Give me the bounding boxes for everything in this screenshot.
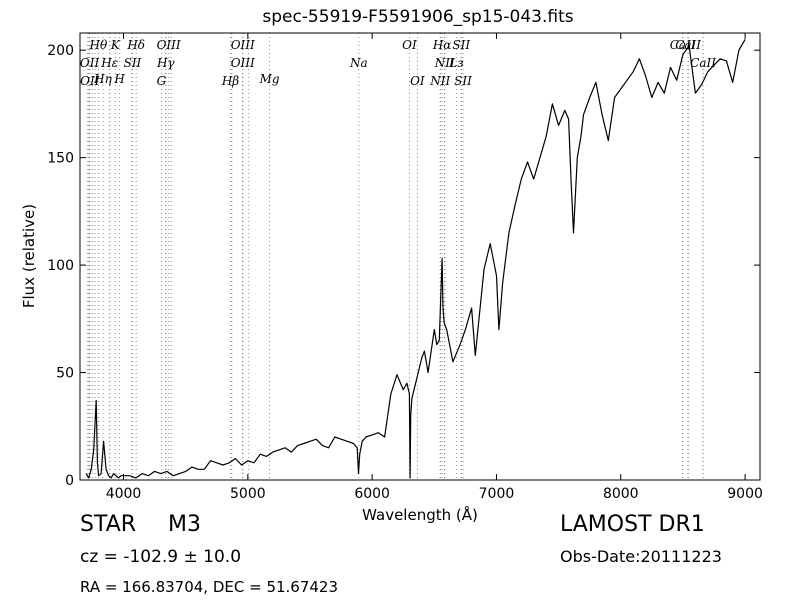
- y-tick-label: 0: [65, 473, 74, 489]
- series-layer: [85, 39, 746, 479]
- line-label: Hβ: [221, 74, 239, 88]
- line-label: OII: [80, 74, 100, 88]
- x-tick-label: 5000: [230, 486, 266, 502]
- line-label: OIII: [231, 56, 255, 70]
- line-label: Hη: [93, 72, 112, 86]
- x-tick-label: 7000: [479, 486, 515, 502]
- line-label: Mg: [259, 72, 280, 86]
- line-label: K: [110, 38, 121, 52]
- line-label: SII: [124, 56, 142, 70]
- line-label: H: [113, 72, 125, 86]
- y-axis-label: Flux (relative): [20, 204, 38, 308]
- line-label: SII: [454, 74, 472, 88]
- line-label: OI: [410, 74, 425, 88]
- line-label: Hε: [100, 56, 118, 70]
- line-label: Hα: [432, 38, 452, 52]
- line-label: OI: [402, 38, 417, 52]
- line-label: Hδ: [126, 38, 145, 52]
- object-class: M3: [168, 512, 201, 537]
- spectrum-line: [85, 39, 746, 479]
- x-tick-label: 9000: [727, 486, 763, 502]
- line-label: OIII: [157, 38, 181, 52]
- line-label: Hγ: [156, 56, 175, 70]
- plot-frame: [79, 32, 761, 481]
- redshift-cz: cz = -102.9 ± 10.0: [80, 547, 242, 567]
- x-tick-label: 6000: [354, 486, 390, 502]
- x-axis-label: Wavelength (Å): [362, 505, 478, 524]
- line-label: Lз: [448, 56, 464, 70]
- chart-title: spec-55919-F5591906_sp15-043.fits: [262, 7, 573, 27]
- line-label: Hθ: [89, 38, 108, 52]
- line-label: CaII: [675, 38, 701, 52]
- line-label: OII: [80, 56, 100, 70]
- line-label: CaII: [690, 56, 716, 70]
- line-label: Na: [349, 56, 368, 70]
- y-tick-label: 50: [56, 366, 74, 382]
- object-type: STAR: [80, 512, 137, 537]
- y-tick-label: 200: [47, 43, 74, 59]
- observation-date: Obs-Date:20111223: [560, 547, 722, 566]
- survey-name: LAMOST DR1: [560, 512, 705, 537]
- line-label: SII: [452, 38, 470, 52]
- x-tick-label: 8000: [603, 486, 639, 502]
- y-tick-label: 150: [47, 151, 74, 167]
- line-label: G: [157, 74, 167, 88]
- line-label: NII: [429, 74, 450, 88]
- ra-dec-coordinates: RA = 166.83704, DEC = 51.67423: [80, 578, 339, 596]
- line-label: NII: [434, 56, 455, 70]
- line-label: OIII: [231, 38, 255, 52]
- y-tick-label: 100: [47, 258, 74, 274]
- x-tick-label: 4000: [106, 486, 142, 502]
- axes: 4000 5000 6000 7000 8000 9000 0 50 100 150 200: [47, 32, 763, 502]
